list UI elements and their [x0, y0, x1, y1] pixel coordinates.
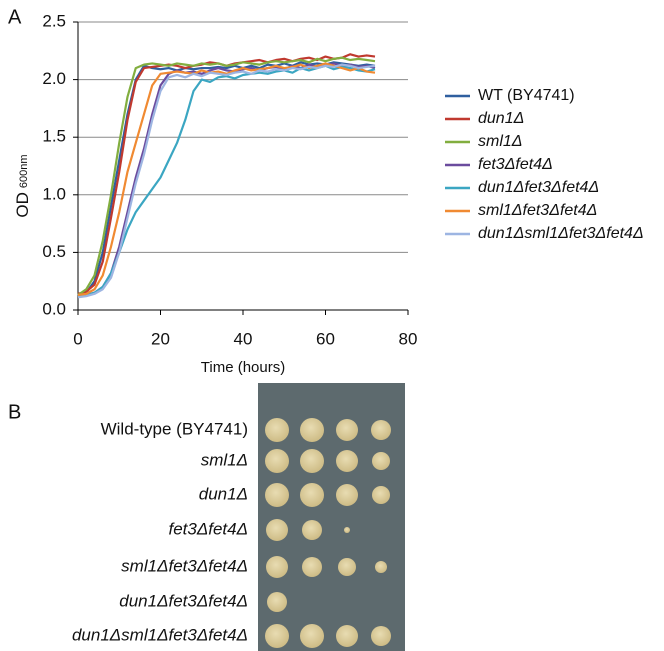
- y-axis-label-sub: 600nm: [18, 154, 30, 188]
- y-tick-label: 2.5: [42, 11, 66, 30]
- yeast-spot: [336, 484, 358, 506]
- yeast-spot: [336, 450, 358, 472]
- x-axis-label: Time (hours): [201, 359, 285, 376]
- legend-label: dun1Δfet3Δfet4Δ: [478, 179, 599, 196]
- legend-label: sml1Δ: [478, 133, 523, 150]
- series-line: [77, 62, 376, 298]
- yeast-spot: [265, 418, 289, 442]
- strain-label: Wild-type (BY4741): [101, 419, 248, 438]
- series-line: [77, 64, 376, 298]
- spot-plate: [265, 418, 391, 648]
- yeast-spot: [336, 625, 358, 647]
- strain-label: sml1Δfet3Δfet4Δ: [121, 556, 248, 575]
- y-tick-label: 0.0: [42, 299, 66, 318]
- yeast-spot: [338, 558, 356, 576]
- y-axis-label: OD 600nm: [13, 154, 32, 217]
- x-tick-label: 60: [316, 329, 335, 348]
- yeast-spot: [266, 519, 288, 541]
- strain-label: sml1Δ: [201, 450, 248, 469]
- yeast-spot: [265, 483, 289, 507]
- x-tick-label: 80: [399, 329, 418, 348]
- strain-label: dun1Δ: [199, 484, 248, 503]
- yeast-spot: [372, 486, 390, 504]
- yeast-spot: [375, 561, 387, 573]
- x-tick-label: 20: [151, 329, 170, 348]
- yeast-spot: [302, 520, 322, 540]
- strain-label: dun1Δfet3Δfet4Δ: [119, 591, 248, 610]
- y-tick-label: 0.5: [42, 242, 66, 261]
- legend-label: dun1Δ: [478, 110, 524, 127]
- series-line: [77, 61, 376, 297]
- y-tick-label: 1.5: [42, 127, 66, 146]
- yeast-spot: [302, 557, 322, 577]
- legend-label: fet3Δfet4Δ: [478, 156, 553, 173]
- panel-label: B: [8, 401, 21, 423]
- yeast-spot: [336, 419, 358, 441]
- legend-label: WT (BY4741): [478, 87, 575, 104]
- yeast-spot: [344, 527, 350, 533]
- series-line: [77, 63, 376, 299]
- series-line: [77, 62, 376, 297]
- yeast-spot: [267, 592, 287, 612]
- y-tick-label: 1.0: [42, 184, 66, 203]
- yeast-spot: [265, 449, 289, 473]
- yeast-spot: [372, 452, 390, 470]
- yeast-spot: [300, 483, 324, 507]
- x-tick-label: 0: [73, 329, 82, 348]
- yeast-spot: [300, 449, 324, 473]
- panel-label: A: [8, 6, 22, 28]
- legend-label: sml1Δfet3Δfet4Δ: [478, 202, 597, 219]
- strain-label: fet3Δfet4Δ: [168, 519, 248, 538]
- yeast-spot: [371, 420, 391, 440]
- yeast-spot: [300, 624, 324, 648]
- x-tick-label: 40: [234, 329, 253, 348]
- yeast-spot: [266, 556, 288, 578]
- yeast-spot: [300, 418, 324, 442]
- series-line: [77, 56, 376, 296]
- yeast-spot: [371, 626, 391, 646]
- strain-label: dun1Δsml1Δfet3Δfet4Δ: [72, 625, 248, 644]
- y-axis-label: OD: [13, 192, 32, 218]
- legend-label: dun1Δsml1Δfet3Δfet4Δ: [478, 225, 644, 242]
- series-line: [77, 53, 376, 295]
- yeast-spot: [265, 624, 289, 648]
- y-tick-label: 2.0: [42, 69, 66, 88]
